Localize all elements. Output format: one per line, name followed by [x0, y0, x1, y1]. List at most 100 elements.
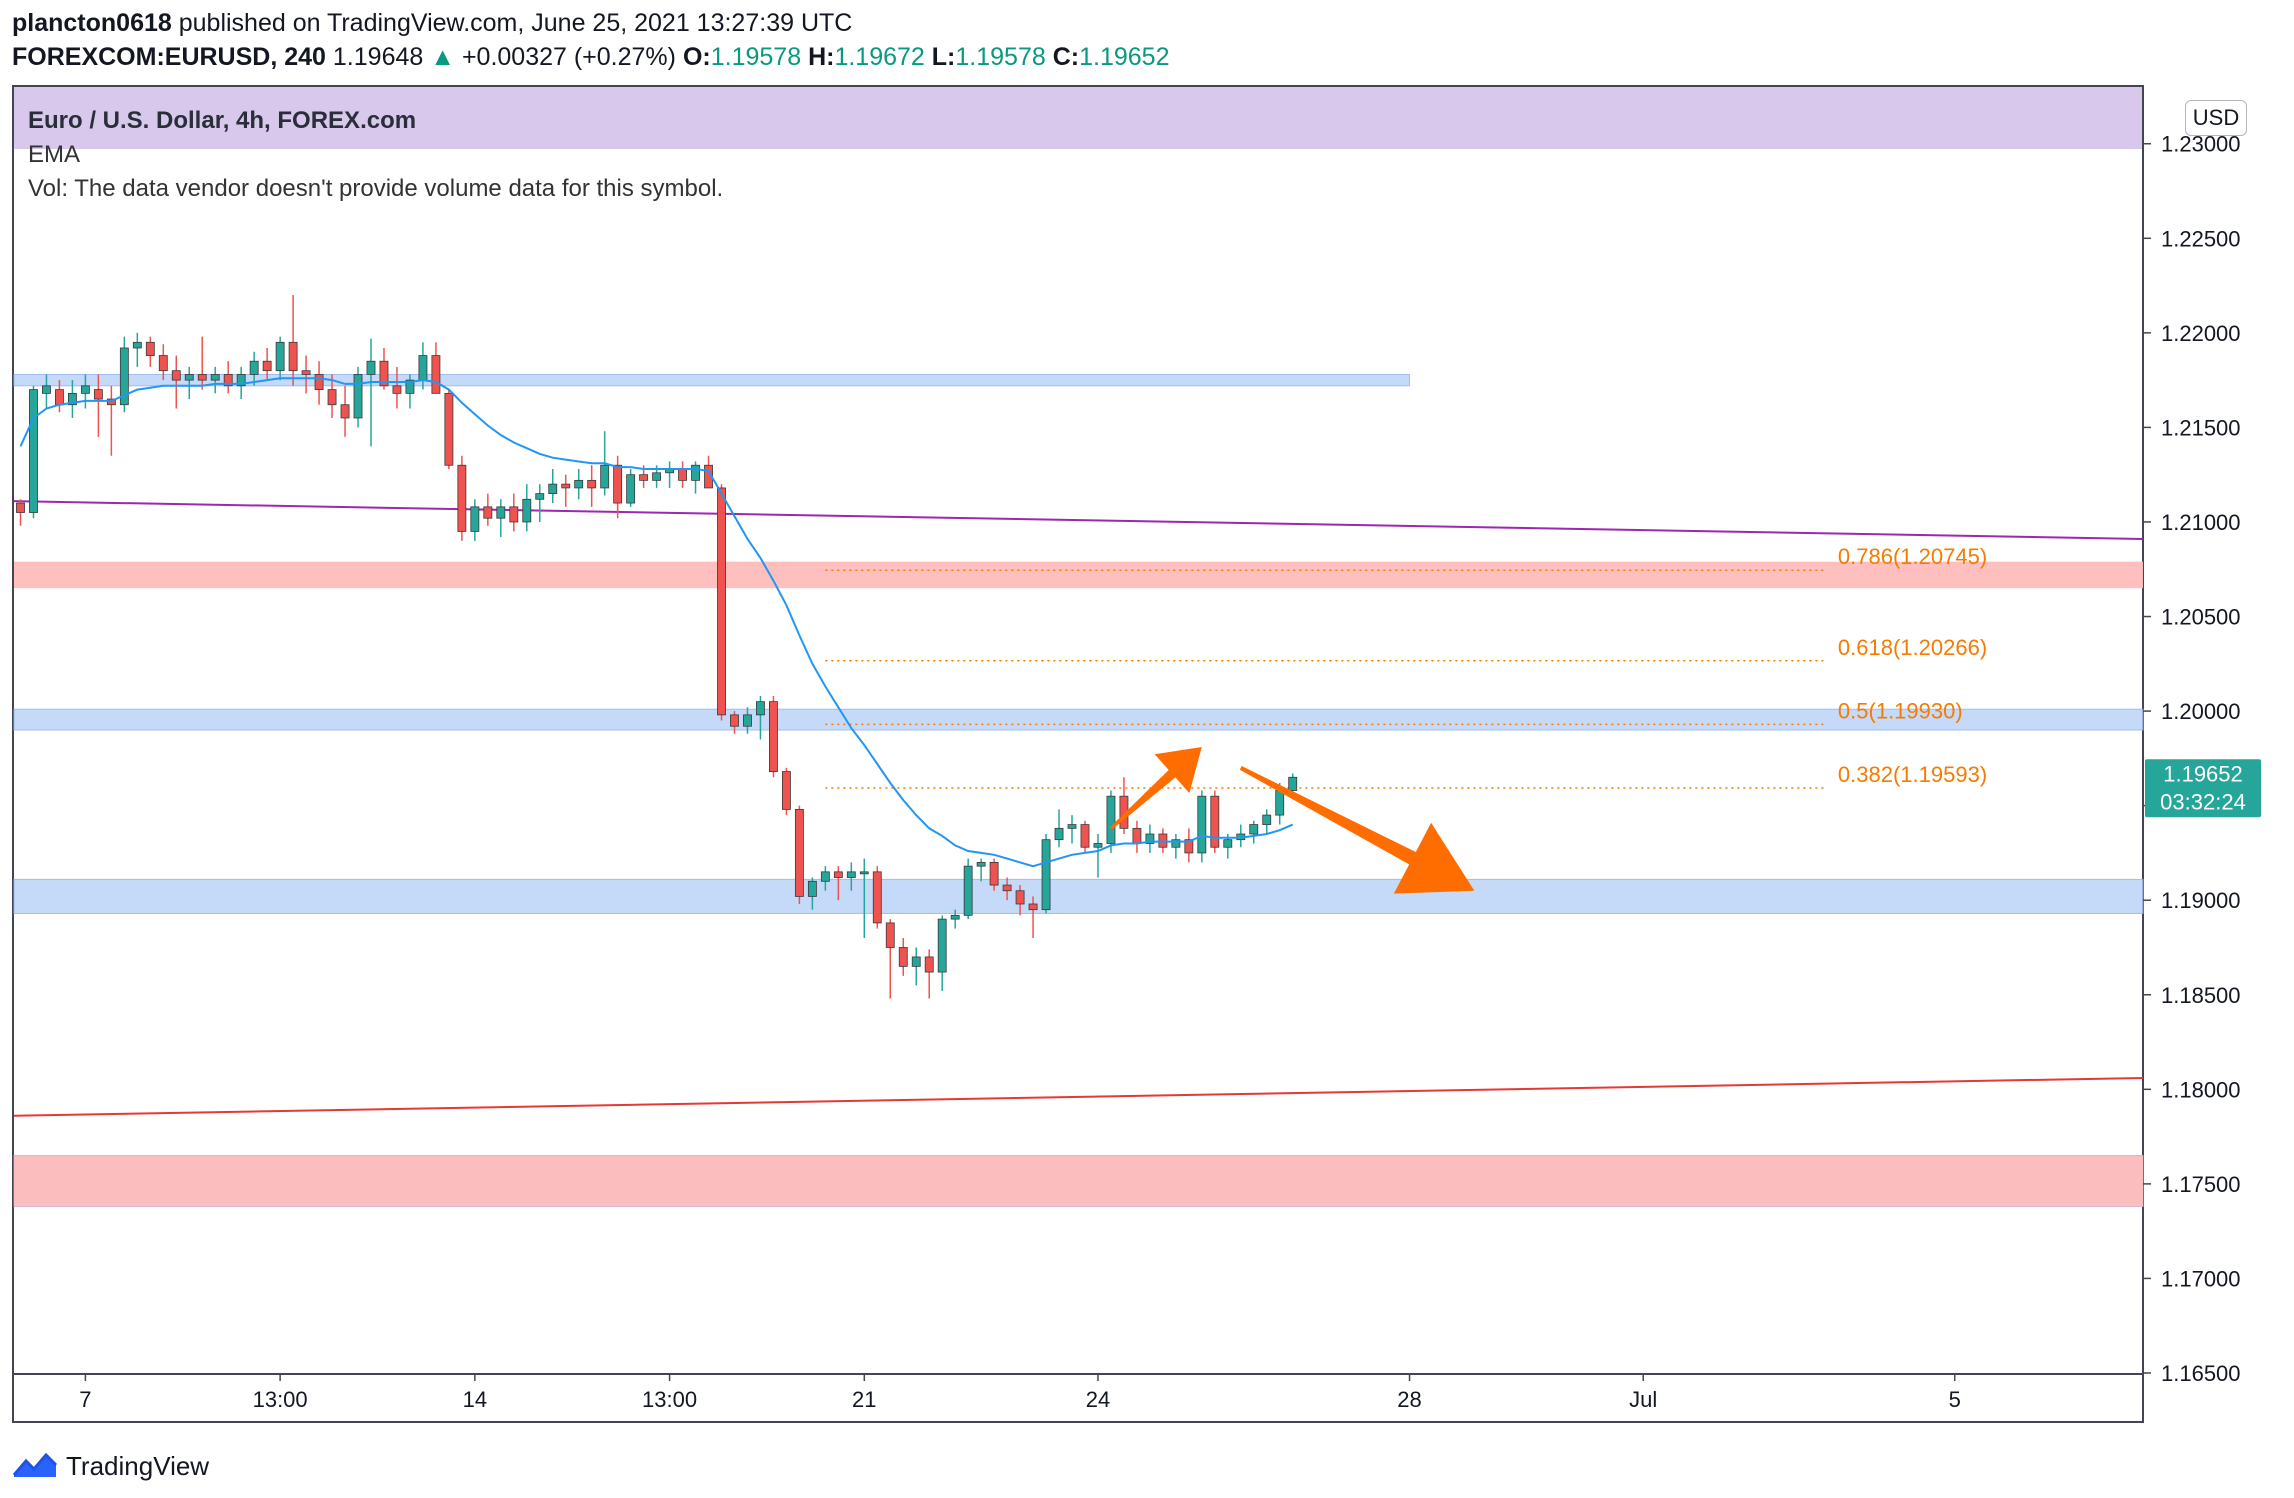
price-axis[interactable]: 1.230001.225001.220001.215001.210001.205… — [2143, 132, 2241, 1386]
y-tick-label: 1.18000 — [2161, 1077, 2241, 1102]
y-tick-label: 1.19000 — [2161, 888, 2241, 913]
candle-up — [1197, 795, 1207, 854]
candle-down — [288, 341, 298, 372]
ema-line — [19, 377, 1294, 868]
candle-down — [158, 355, 168, 372]
tradingview-logo-icon — [12, 1452, 58, 1477]
candle-up — [807, 880, 817, 897]
price-tag-bg — [2145, 759, 2261, 818]
x-tick-label: 5 — [1949, 1387, 1961, 1412]
candle-up — [600, 464, 610, 489]
arrows-layer — [1110, 747, 1475, 894]
candle-up — [1093, 843, 1103, 848]
candle-down — [314, 374, 324, 390]
resistance-zone — [14, 561, 2143, 589]
support-zone — [13, 878, 2144, 914]
low-label: L: — [931, 43, 956, 71]
candle-up — [119, 347, 129, 406]
candle-up — [756, 701, 765, 716]
candle-up — [1171, 839, 1181, 848]
support-zone — [13, 708, 2144, 731]
footer-brand[interactable]: TradingView — [12, 1448, 209, 1484]
candle-up — [42, 385, 51, 394]
trendline-purple — [13, 500, 2144, 540]
publish-text: published on TradingView.com, June 25, 2… — [171, 9, 853, 37]
candle-down — [989, 861, 999, 886]
last-price: 1.19648 — [332, 43, 424, 71]
time-axis-box — [12, 1373, 2144, 1423]
candle-up — [1041, 839, 1051, 911]
candle-up — [29, 389, 38, 513]
candle-down — [93, 389, 103, 400]
candle-down — [769, 701, 778, 773]
fib-level-label: 0.382(1.19593) — [1838, 762, 1987, 787]
y-tick-label: 1.18500 — [2161, 983, 2241, 1008]
currency-button[interactable]: USD — [2185, 100, 2247, 136]
y-tick-label: 1.22000 — [2161, 321, 2241, 346]
candle-down — [509, 506, 519, 523]
candle-up — [950, 914, 960, 920]
time-axis[interactable]: 7 13:00 14 13:00 21 24 28 Jul 5 — [79, 1373, 1961, 1412]
candle-up — [1054, 827, 1064, 841]
candle-up — [522, 498, 532, 523]
candle-down — [392, 385, 402, 394]
candle-up — [691, 464, 700, 481]
candle-down — [924, 956, 934, 973]
candle-up — [418, 355, 428, 381]
legend-ema[interactable]: EMA — [28, 141, 81, 168]
legend-title[interactable]: Euro / U.S. Dollar, 4h, FOREX.com — [28, 107, 417, 134]
price-tag-countdown: 03:32:24 — [2160, 789, 2246, 814]
candle-down — [730, 714, 739, 727]
arrow-down-icon — [1239, 766, 1475, 894]
x-tick-label: 13:00 — [642, 1387, 697, 1412]
x-tick-label: 14 — [463, 1387, 487, 1412]
footer-brand-text: TradingView — [66, 1450, 210, 1481]
candle-down — [145, 341, 155, 356]
y-tick-label: 1.17500 — [2161, 1172, 2241, 1197]
ohlc-line: FOREXCOM:EURUSD, 240 1.19648 ▲ +0.00327 … — [12, 42, 1169, 72]
y-tick-label: 1.17000 — [2161, 1266, 2241, 1291]
zones-layer — [13, 373, 2144, 1208]
candle-down — [1015, 890, 1025, 905]
candle-down — [587, 479, 597, 489]
candle-up — [963, 865, 973, 916]
candle-down — [1184, 839, 1194, 854]
candle-down — [55, 389, 64, 406]
author-name[interactable]: plancton0618 — [12, 9, 172, 37]
high-label: H: — [808, 43, 835, 71]
candle-up — [67, 392, 77, 406]
x-tick-label: Jul — [1629, 1387, 1657, 1412]
candle-up — [184, 374, 194, 381]
candle-up — [743, 714, 752, 727]
y-tick-label: 1.20500 — [2161, 605, 2241, 630]
candles-layer — [16, 295, 1298, 999]
legend-volume[interactable]: Vol: The data vendor doesn't provide vol… — [28, 175, 724, 202]
candle-down — [340, 404, 350, 419]
candle-down — [794, 809, 804, 897]
candle-down — [223, 374, 233, 387]
symbol-label: FOREXCOM:EURUSD, 240 — [12, 43, 326, 71]
open-label: O: — [682, 43, 711, 71]
y-tick-label: 1.22500 — [2161, 226, 2241, 251]
price-tag-price: 1.19652 — [2163, 761, 2243, 786]
candle-up — [976, 861, 986, 867]
candle-up — [1288, 776, 1298, 791]
candle-up — [249, 360, 259, 375]
candle-down — [444, 392, 454, 466]
candle-down — [457, 464, 467, 532]
candle-up — [1262, 814, 1272, 825]
fib-level-label: 0.5(1.19930) — [1838, 698, 1963, 723]
high-value: 1.19672 — [834, 43, 925, 71]
candle-up — [535, 493, 545, 500]
candle-up — [236, 374, 246, 387]
x-tick-label: 24 — [1086, 1387, 1110, 1412]
candle-up — [911, 956, 921, 967]
support-zone — [13, 373, 1411, 387]
candle-up — [366, 360, 376, 375]
candle-down — [483, 506, 493, 519]
candle-up — [1106, 795, 1116, 844]
candle-up — [275, 341, 285, 372]
candle-up — [132, 341, 142, 349]
candle-up — [937, 918, 947, 973]
